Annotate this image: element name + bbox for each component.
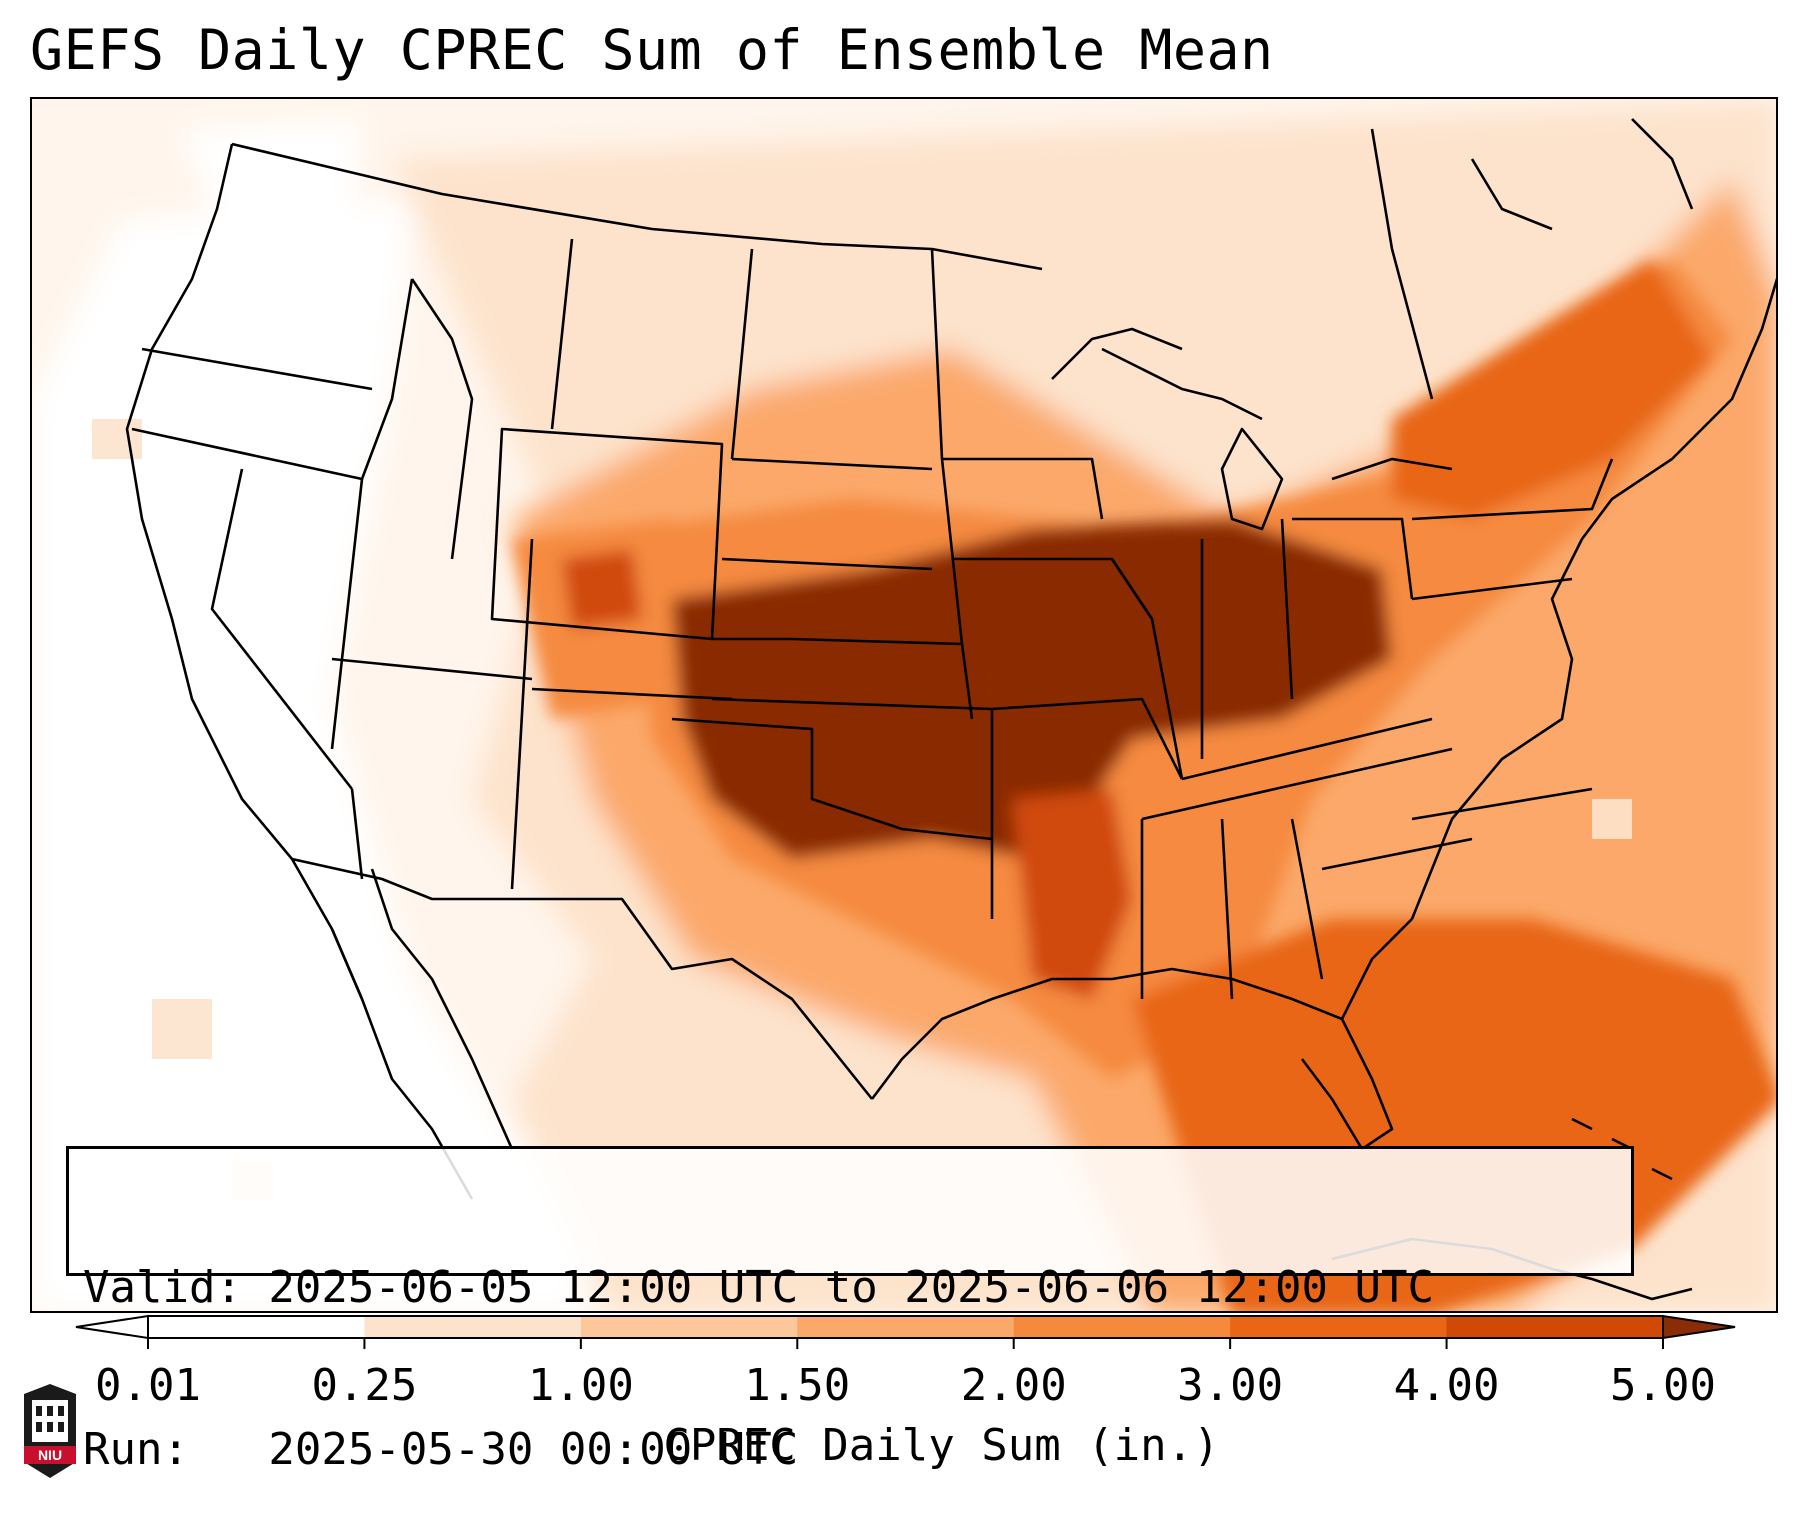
- colorbar-tick-label: 1.50: [744, 1360, 851, 1411]
- boundary-lines: [125, 118, 1776, 1301]
- colorbar-tick-label: 4.00: [1393, 1360, 1500, 1411]
- colorbar-tick-label: 0.01: [95, 1360, 201, 1411]
- colorbar-over-arrow: [1662, 1314, 1736, 1340]
- svg-text:NIU: NIU: [38, 1447, 62, 1463]
- colorbar-tick-label: 2.00: [960, 1360, 1067, 1411]
- run-line: Run: 2025-05-30 00:00 UTC: [83, 1424, 799, 1475]
- colorbar-segment: [364, 1316, 582, 1338]
- colorbar-segment: [148, 1316, 365, 1338]
- colorbar-tick-label: 5.00: [1610, 1360, 1716, 1411]
- colorbar-tick-label: 3.00: [1177, 1360, 1284, 1411]
- map-title: GEFS Daily CPREC Sum of Ensemble Mean: [30, 18, 1274, 82]
- niu-logo: NIU: [24, 1384, 76, 1478]
- colorbar-segment: [580, 1316, 798, 1338]
- colorbar-label: CPREC Daily Sum (in.): [663, 1420, 1220, 1471]
- colorbar-segment: [1446, 1316, 1664, 1338]
- valid-line: Valid: 2025-06-05 12:00 UTC to 2025-06-0…: [83, 1262, 1435, 1313]
- colorbar-tick-label: 0.25: [311, 1360, 418, 1411]
- colorbar: [75, 1314, 1736, 1349]
- valid-run-box: Valid: 2025-06-05 12:00 UTC to 2025-06-0…: [66, 1146, 1634, 1475]
- precip-map: [30, 97, 1778, 1313]
- colorbar-tick-label: 1.00: [527, 1360, 634, 1411]
- colorbar-under-arrow: [75, 1314, 149, 1340]
- precip-field: [32, 99, 1776, 1311]
- colorbar-segment: [1013, 1316, 1231, 1338]
- colorbar-segment: [1230, 1316, 1448, 1338]
- colorbar-segment: [797, 1316, 1015, 1338]
